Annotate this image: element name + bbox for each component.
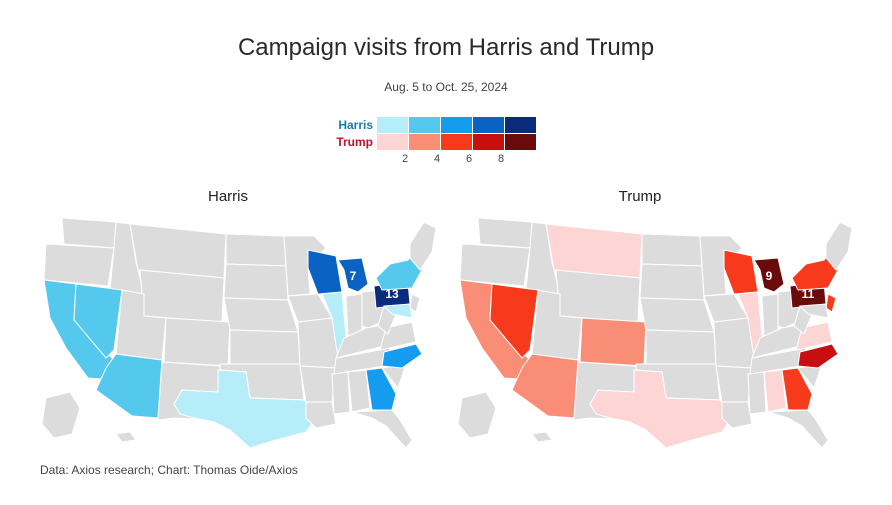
state-south-dakota — [639, 263, 705, 301]
state-visit-count-label: 11 — [802, 287, 815, 301]
state-nebraska — [639, 297, 715, 333]
state-louisiana — [305, 401, 337, 429]
state-new-england — [409, 221, 436, 271]
legend-swatch-trump-3 — [441, 134, 472, 150]
legend-swatch-trump-4 — [473, 134, 504, 150]
state-montana — [129, 223, 227, 279]
legend-label-trump: Trump — [336, 135, 373, 149]
state-indiana — [345, 293, 363, 337]
state-mississippi — [747, 371, 767, 415]
state-wyoming — [555, 269, 641, 323]
color-legend: Harris Trump 2 4 6 8 — [333, 117, 543, 169]
state-arizona — [511, 353, 579, 419]
state-alaska — [41, 391, 81, 439]
legend-swatch-trump-2 — [409, 134, 440, 150]
trump-map-title: Trump — [618, 188, 662, 205]
state-new-jersey — [825, 293, 837, 313]
legend-tick: 2 — [401, 153, 409, 165]
state-michigan — [337, 257, 369, 293]
state-arkansas — [715, 365, 753, 403]
state-wisconsin — [307, 249, 343, 295]
legend-tick: 4 — [433, 153, 441, 165]
chart-title: Campaign visits from Harris and Trump — [237, 34, 655, 61]
chart-subtitle: Aug. 5 to Oct. 25, 2024 — [384, 80, 508, 94]
state-oregon — [459, 243, 531, 287]
state-wisconsin — [723, 249, 759, 295]
state-washington — [61, 217, 117, 249]
state-nevada — [73, 283, 123, 359]
state-oregon — [43, 243, 115, 287]
legend-swatch-harris-3 — [441, 117, 472, 133]
state-visit-count-label: 13 — [385, 287, 399, 301]
harris-us-map: 7 13 — [41, 217, 436, 448]
harris-map-title: Harris — [208, 188, 248, 205]
legend-label-harris: Harris — [338, 118, 373, 132]
state-alaska — [457, 391, 497, 439]
state-michigan — [753, 257, 785, 293]
legend-row-trump: Trump — [333, 134, 537, 150]
state-colorado — [163, 317, 231, 367]
state-south-dakota — [223, 263, 289, 301]
state-montana — [545, 223, 643, 279]
state-north-carolina — [381, 343, 423, 369]
state-kansas — [645, 329, 717, 365]
state-new-jersey — [409, 293, 421, 313]
legend-ticks: 2 4 6 8 — [377, 153, 547, 167]
legend-swatch-harris-1 — [377, 117, 408, 133]
state-indiana — [761, 293, 779, 337]
state-north-dakota — [225, 233, 287, 267]
state-florida — [351, 409, 413, 448]
state-new-england — [825, 221, 852, 271]
state-wyoming — [139, 269, 225, 323]
state-visit-count-label: 7 — [350, 269, 357, 283]
state-georgia — [365, 367, 397, 411]
state-louisiana — [721, 401, 753, 429]
state-alabama — [763, 369, 787, 413]
legend-tick: 6 — [465, 153, 473, 165]
state-maryland — [798, 303, 829, 319]
state-nevada — [489, 283, 539, 359]
state-florida — [767, 409, 829, 448]
legend-swatch-harris-5 — [505, 117, 536, 133]
state-hawaii — [115, 431, 137, 443]
legend-swatch-harris-2 — [409, 117, 440, 133]
legend-swatch-trump-1 — [377, 134, 408, 150]
state-maryland — [382, 303, 413, 319]
state-arkansas — [299, 365, 337, 403]
state-north-carolina — [797, 343, 839, 369]
state-nebraska — [223, 297, 299, 333]
legend-tick: 8 — [497, 153, 505, 165]
state-washington — [477, 217, 533, 249]
state-georgia — [781, 367, 813, 411]
legend-swatch-trump-5 — [505, 134, 536, 150]
state-hawaii — [531, 431, 553, 443]
state-texas — [173, 369, 319, 448]
state-alabama — [347, 369, 371, 413]
legend-row-harris: Harris — [333, 117, 537, 133]
trump-us-map: 9 11 — [457, 217, 852, 448]
state-north-dakota — [641, 233, 703, 267]
state-mississippi — [331, 371, 351, 415]
state-kansas — [229, 329, 301, 365]
state-arizona — [95, 353, 163, 419]
source-note: Data: Axios research; Chart: Thomas Oide… — [40, 463, 298, 477]
state-visit-count-label: 9 — [766, 269, 773, 283]
legend-swatch-harris-4 — [473, 117, 504, 133]
state-texas — [589, 369, 735, 448]
state-colorado — [579, 317, 647, 367]
